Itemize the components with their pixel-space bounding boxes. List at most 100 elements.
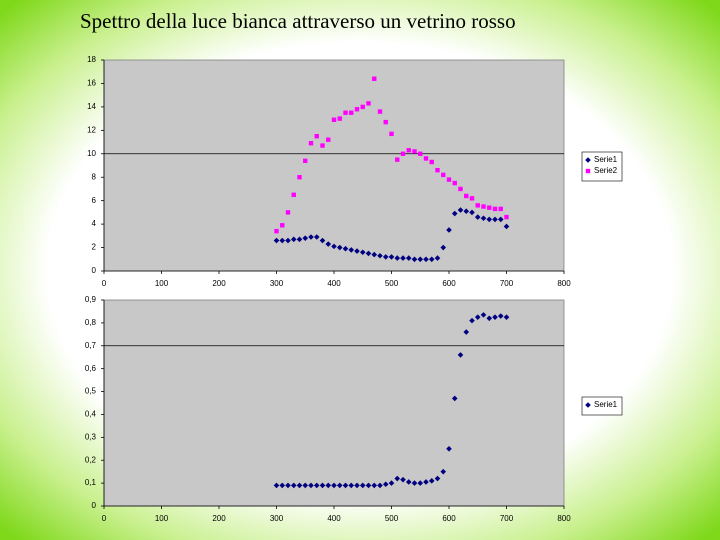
legend-marker: [585, 157, 591, 163]
point: [480, 312, 487, 318]
point: [359, 482, 366, 489]
point: [504, 214, 509, 220]
point: [308, 234, 314, 240]
point: [486, 216, 493, 223]
point: [279, 482, 286, 489]
x-tick-label: 200: [212, 514, 226, 523]
point: [343, 110, 348, 115]
point: [302, 482, 309, 489]
point: [382, 254, 389, 260]
y-tick-label: 0: [92, 501, 97, 510]
point: [302, 235, 309, 241]
y-tick-label: 0: [92, 266, 97, 275]
point: [446, 445, 452, 452]
point: [359, 249, 366, 256]
legend-box: [581, 396, 623, 416]
x-tick-label: 400: [327, 279, 341, 288]
point: [383, 119, 388, 125]
point: [326, 137, 331, 142]
point: [440, 244, 447, 251]
point: [273, 237, 280, 244]
point: [469, 196, 475, 201]
x-tick-label: 100: [155, 514, 169, 523]
point: [497, 216, 504, 223]
legend-marker: [585, 402, 591, 408]
x-tick-label: 800: [557, 514, 571, 523]
point: [400, 476, 406, 483]
point: [325, 482, 332, 489]
y-tick-label: 14: [87, 102, 96, 111]
point: [400, 255, 406, 261]
point: [428, 478, 435, 484]
point: [371, 482, 378, 489]
point: [372, 76, 377, 81]
point: [446, 227, 452, 233]
y-tick-label: 10: [87, 149, 96, 158]
point: [348, 247, 355, 253]
point: [337, 116, 342, 121]
point: [423, 156, 429, 161]
point: [446, 177, 452, 182]
x-tick-label: 600: [442, 279, 456, 288]
point: [503, 223, 510, 230]
point: [285, 210, 291, 215]
point: [412, 149, 417, 154]
point: [296, 482, 303, 489]
point: [285, 237, 291, 244]
legend-box: [581, 151, 623, 182]
point: [481, 204, 486, 209]
x-tick-label: 800: [557, 279, 571, 288]
x-tick-label: 200: [212, 279, 226, 288]
point: [377, 109, 383, 114]
point: [279, 237, 286, 244]
point: [423, 479, 429, 485]
point: [405, 479, 412, 485]
y-tick-label: 4: [92, 219, 97, 228]
x-tick-label: 300: [270, 279, 284, 288]
plot-area: [103, 299, 565, 507]
x-tick-label: 500: [385, 514, 399, 523]
y-tick-label: 12: [87, 125, 96, 134]
y-tick-label: 0,9: [85, 295, 97, 304]
x-tick-label: 0: [102, 279, 107, 288]
point: [400, 151, 406, 156]
point: [349, 110, 354, 115]
point: [492, 216, 498, 223]
x-tick-label: 300: [270, 514, 284, 523]
y-tick-label: 0,8: [85, 318, 97, 327]
point: [280, 223, 285, 228]
point: [336, 482, 343, 489]
x-tick-label: 0: [102, 514, 107, 523]
legend-label: Serie2: [594, 166, 618, 175]
x-tick-label: 500: [385, 279, 399, 288]
point: [452, 180, 457, 186]
point: [348, 482, 355, 489]
point: [423, 256, 429, 263]
point: [434, 475, 441, 482]
point: [463, 208, 470, 215]
point: [285, 482, 291, 489]
point: [406, 148, 411, 153]
point: [451, 395, 458, 402]
point: [388, 480, 395, 486]
point: [405, 255, 412, 261]
point: [503, 314, 510, 320]
point: [486, 315, 493, 322]
point: [297, 175, 302, 180]
point: [469, 209, 475, 216]
point: [428, 256, 435, 263]
point: [394, 255, 401, 261]
point: [314, 133, 319, 139]
x-tick-label: 100: [155, 279, 169, 288]
y-tick-label: 0,4: [85, 410, 97, 419]
point: [313, 482, 320, 489]
point: [395, 157, 400, 162]
y-tick-label: 8: [92, 172, 97, 181]
point: [308, 141, 314, 146]
point: [475, 203, 480, 208]
point: [411, 256, 418, 263]
point: [274, 228, 279, 234]
point: [303, 158, 308, 164]
point: [440, 468, 447, 475]
y-tick-label: 6: [92, 196, 97, 205]
